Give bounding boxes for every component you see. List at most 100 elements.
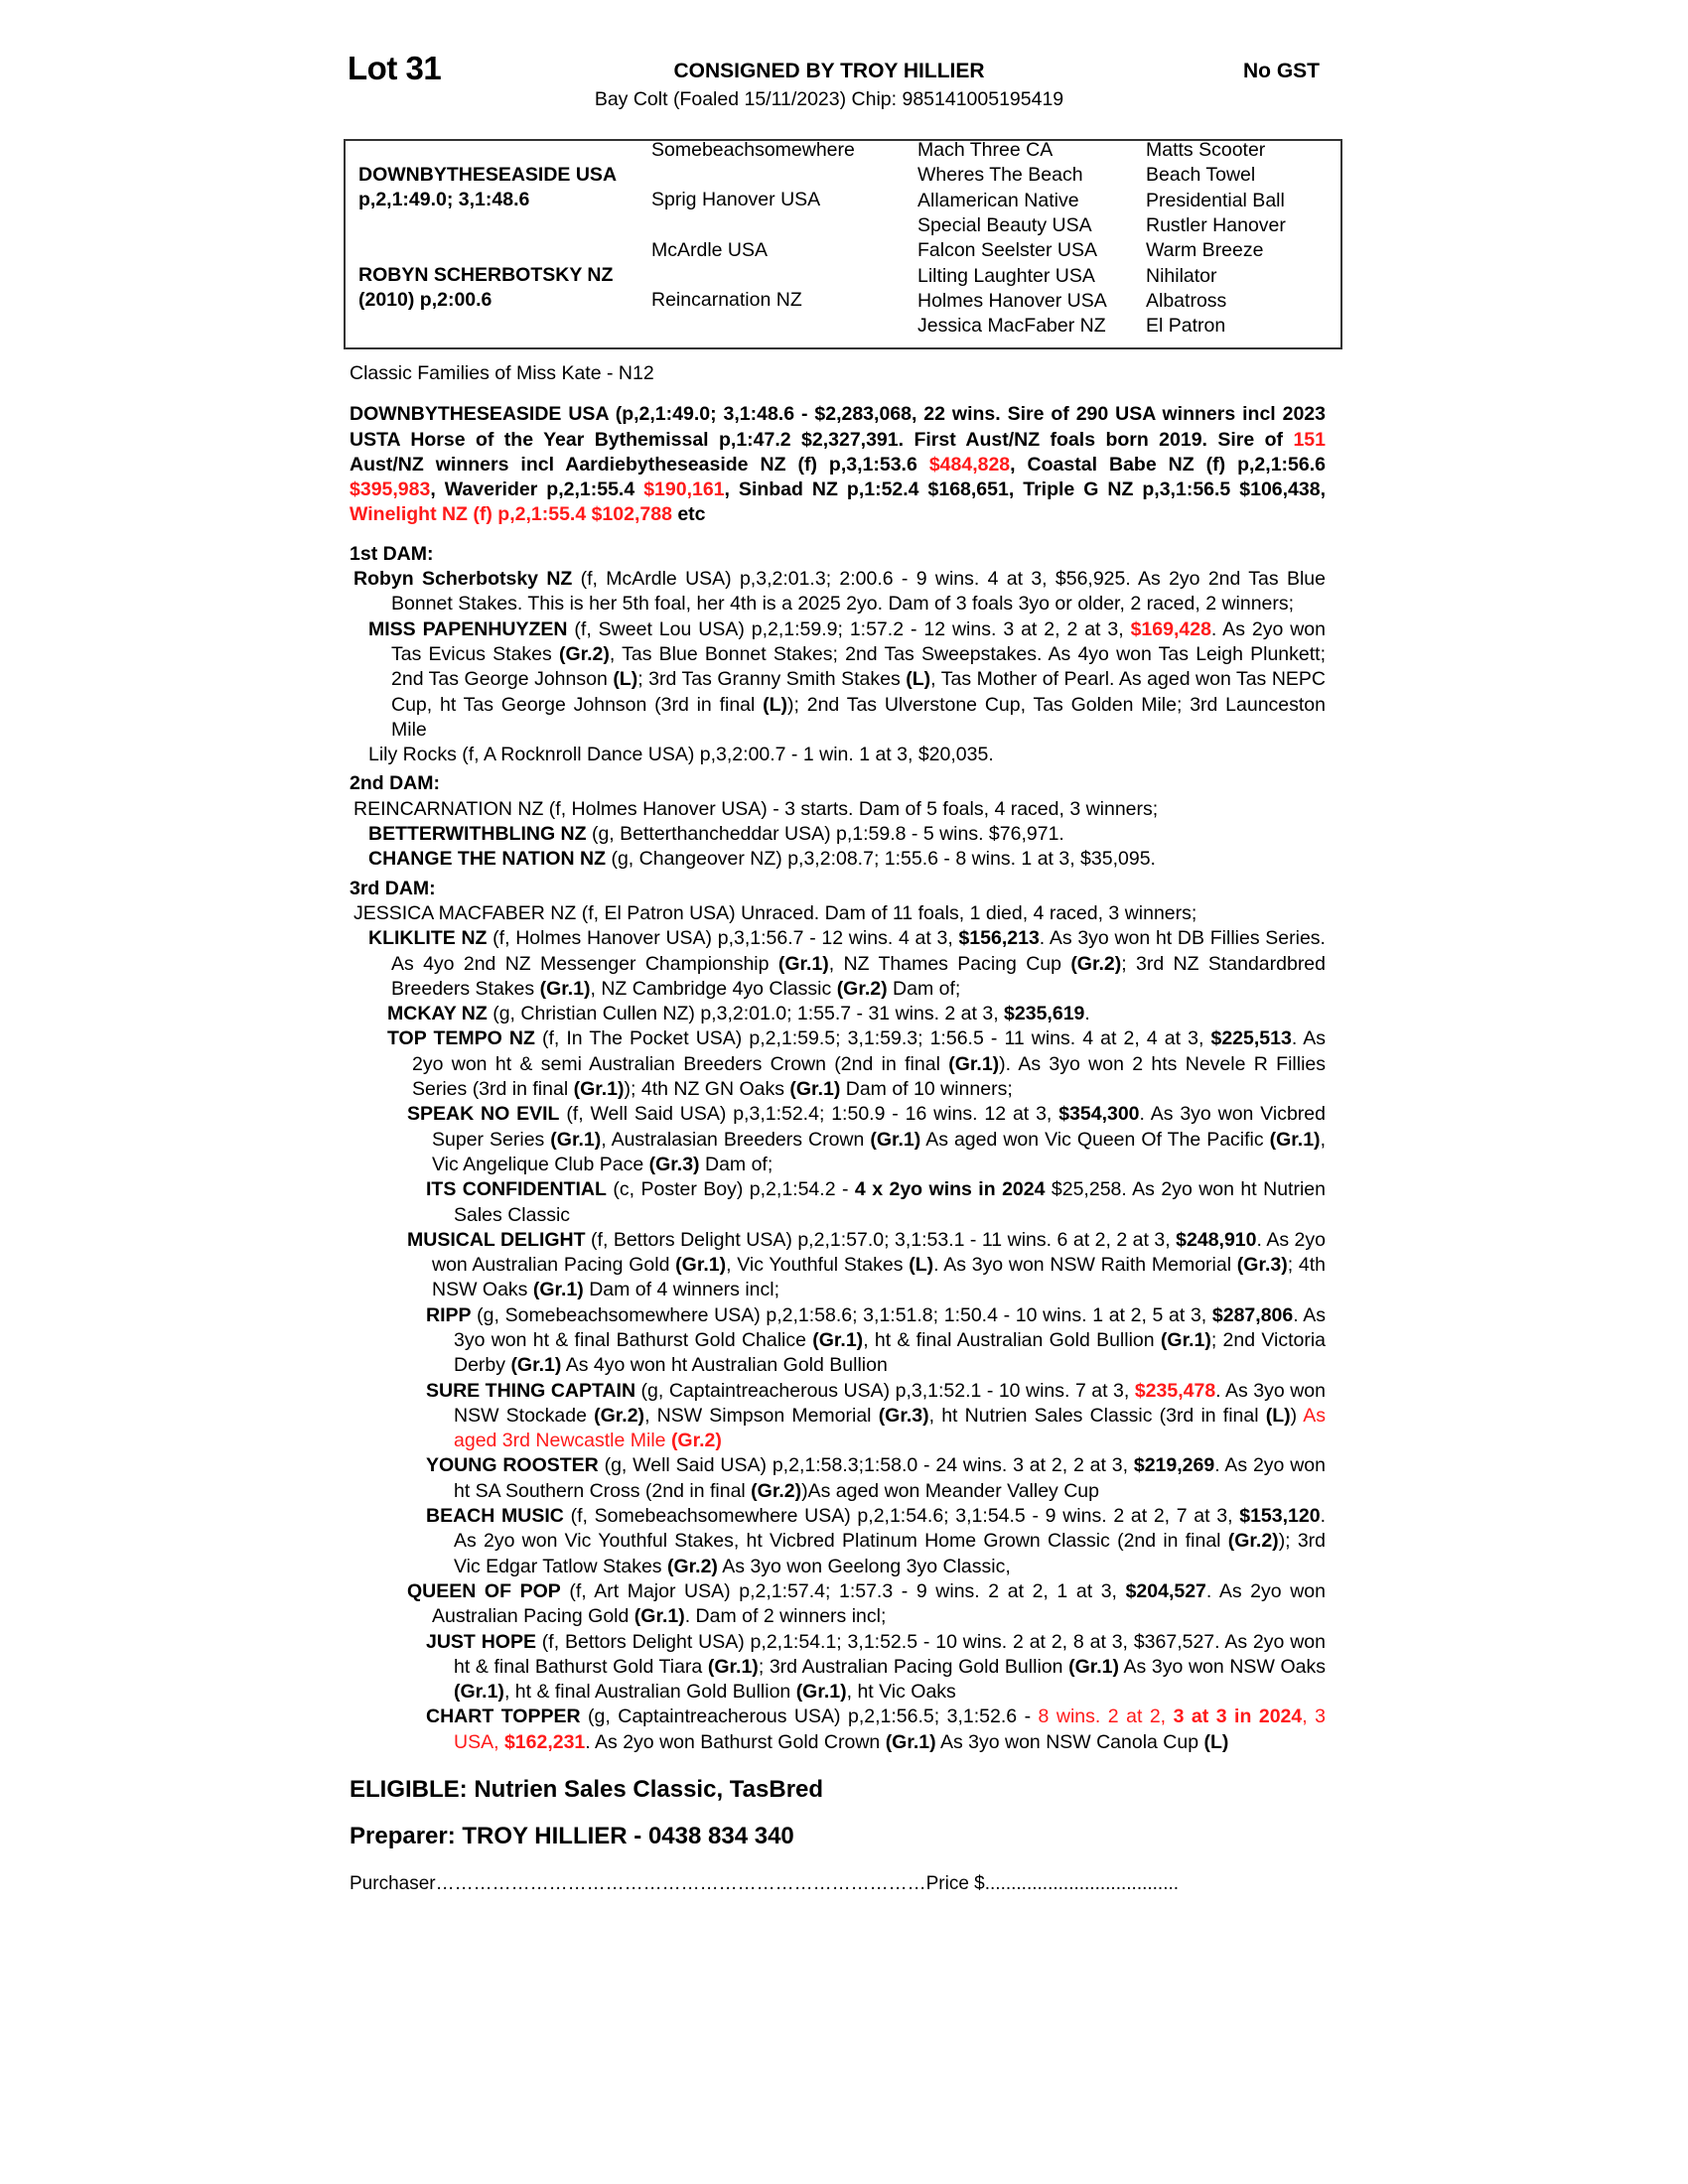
pedigree-gen3-ancestor: Lilting Laughter USA xyxy=(917,264,1095,287)
text-segment: Dam of; xyxy=(699,1153,774,1175)
text-segment: . As 2yo won Australian Pacing Gold xyxy=(432,1579,1326,1628)
pedigree-gen4-ancestor: Rustler Hanover xyxy=(1146,213,1286,236)
text-segment: (f, Art Major USA) p,2,1:57.4; 1:57.3 - … xyxy=(560,1579,1126,1602)
text-segment: . As 3yo won ht DB Fillies Series. As 4y… xyxy=(391,927,1326,975)
bold-text: (Gr.1) xyxy=(1160,1328,1211,1351)
highlight-text: $162,231 xyxy=(503,1730,586,1753)
bold-text: (L) xyxy=(906,668,931,691)
pedigree-table: DOWNBYTHESEASIDE USA p,2,1:49.0; 3,1:48.… xyxy=(344,139,1342,349)
text-segment: (f, Holmes Hanover USA) p,3,1:56.7 - 12 … xyxy=(487,927,959,950)
bold-text: MCKAY NZ xyxy=(387,1003,488,1025)
progeny-entry: SPEAK NO EVIL (f, Well Said USA) p,3,1:5… xyxy=(350,1102,1326,1177)
pedigree-gen3-ancestor: Falcon Seelster USA xyxy=(917,239,1097,262)
text-segment: . As 3yo won Vicbred Super Series xyxy=(432,1103,1326,1151)
bold-text: (Gr.1) xyxy=(948,1052,1000,1075)
bold-text: , Coastal Babe NZ (f) p,2,1:56.6 xyxy=(1010,453,1326,476)
highlight-text: 3 at 3 in 2024 xyxy=(1173,1706,1303,1728)
eligibility: ELIGIBLE: Nutrien Sales Classic, TasBred xyxy=(350,1776,824,1804)
progeny-entry: CHART TOPPER (g, Captaintreacherous USA)… xyxy=(350,1705,1326,1755)
progeny-entry: BEACH MUSIC (f, Somebeachsomewhere USA) … xyxy=(350,1504,1326,1579)
text-segment: (f, In The Pocket USA) p,2,1:59.5; 3,1:5… xyxy=(534,1027,1211,1050)
pedigree-gen3-ancestor: Wheres The Beach xyxy=(917,164,1083,187)
text-segment: . As 2yo won Vic Youthful Stakes, ht Vic… xyxy=(454,1505,1326,1553)
progeny-entry: TOP TEMPO NZ (f, In The Pocket USA) p,2,… xyxy=(350,1026,1326,1102)
progeny-entry: Lily Rocks (f, A Rocknroll Dance USA) p,… xyxy=(350,743,1326,767)
text-segment: ; 2nd Victoria Derby xyxy=(454,1328,1327,1377)
bold-text: (Gr.3) xyxy=(1236,1254,1288,1277)
text-segment: ; 3rd NZ Standardbred Breeders Stakes xyxy=(391,952,1327,1000)
text-segment: . As 3yo won NSW Raith Memorial xyxy=(933,1254,1237,1277)
pedigree-gen3-ancestor: Jessica MacFaber NZ xyxy=(917,315,1106,338)
gst-status: No GST xyxy=(1243,60,1320,82)
consignor: CONSIGNED BY TROY HILLIER xyxy=(673,60,985,82)
text-segment: (f, Bettors Delight USA) p,2,1:54.1; 3,1… xyxy=(454,1630,1326,1678)
text-segment: ; 3rd Tas Granny Smith Stakes xyxy=(637,668,907,691)
text-segment: , Vic Angelique Club Pace xyxy=(432,1128,1326,1175)
text-segment: , NZ Thames Pacing Cup xyxy=(828,952,1071,975)
progeny-entry: RIPP (g, Somebeachsomewhere USA) p,2,1:5… xyxy=(350,1303,1326,1379)
sire-record: p,2,1:49.0; 3,1:48.6 xyxy=(358,189,530,210)
bold-text: , Sinbad NZ p,1:52.4 $168,651, Triple G … xyxy=(724,478,1327,501)
bold-text: (Gr.1) xyxy=(870,1128,921,1151)
dam-record: (2010) p,2:00.6 xyxy=(358,289,492,311)
preparer: Preparer: TROY HILLIER - 0438 834 340 xyxy=(350,1823,794,1850)
text-segment: (g, Changeover NZ) p,3,2:08.7; 1:55.6 - … xyxy=(606,848,1156,871)
text-segment: , Vic Youthful Stakes xyxy=(726,1254,910,1277)
text-segment: REINCARNATION NZ (f, Holmes Hanover USA)… xyxy=(353,797,1159,820)
bold-text: (L) xyxy=(909,1254,934,1277)
progeny-entry: MISS PAPENHUYZEN (f, Sweet Lou USA) p,2,… xyxy=(350,617,1326,743)
bold-text: (Gr.3) xyxy=(648,1153,700,1175)
text-segment: . As 2yo won Bathurst Gold Crown xyxy=(585,1730,886,1753)
text-segment: , NZ Cambridge 4yo Classic xyxy=(590,977,837,1000)
bold-text: (L) xyxy=(763,693,788,716)
bold-text: 4 x 2yo wins in 2024 xyxy=(854,1178,1046,1201)
text-segment: As 3yo won NSW Canola Cup xyxy=(935,1730,1204,1753)
progeny-entry: JUST HOPE (f, Bettors Delight USA) p,2,1… xyxy=(350,1630,1326,1706)
purchaser-price-line: Purchaser……………………………………………………………………Price… xyxy=(350,1872,1180,1894)
text-segment: . xyxy=(1084,1003,1090,1025)
bold-text: MUSICAL DELIGHT xyxy=(407,1228,586,1251)
text-segment: Lily Rocks (f, A Rocknroll Dance USA) p,… xyxy=(368,744,994,766)
bold-text: ITS CONFIDENTIAL xyxy=(426,1178,607,1201)
bold-text: (Gr.1) xyxy=(795,1681,847,1704)
bold-text: $219,269 xyxy=(1133,1454,1215,1477)
highlight-text: $235,478 xyxy=(1134,1379,1216,1402)
bold-text: etc xyxy=(671,503,706,526)
text-segment: ); 2nd Tas Ulverstone Cup, Tas Golden Mi… xyxy=(391,693,1326,741)
bold-text: $287,806 xyxy=(1211,1303,1294,1326)
text-segment: . Dam of 2 winners incl; xyxy=(684,1605,887,1628)
text-segment: . As 2yo won ht SA Southern Cross (2nd i… xyxy=(454,1454,1326,1502)
pedigree-gen3-ancestor: Allamerican Native xyxy=(917,189,1079,211)
granddam-maternal: Reincarnation NZ xyxy=(651,289,802,311)
bold-text: CHART TOPPER xyxy=(426,1706,581,1728)
text-segment: , ht Vic Oaks xyxy=(846,1681,956,1704)
text-segment: (g, Captaintreacherous USA) p,2,1:56.5; … xyxy=(580,1706,1039,1728)
pedigree-gen3-ancestor: Special Beauty USA xyxy=(917,213,1092,236)
dam-entry: JESSICA MACFABER NZ (f, El Patron USA) U… xyxy=(350,901,1326,926)
bold-text: DOWNBYTHESEASIDE USA (p,2,1:49.0; 3,1:48… xyxy=(350,403,1326,451)
text-segment: , ht & final Australian Gold Bullion xyxy=(503,1681,796,1704)
bold-text: (Gr.3) xyxy=(878,1404,929,1427)
catalogue-body: Classic Families of Miss Kate - N12 DOWN… xyxy=(350,361,1326,1896)
bold-text: (Gr.1) xyxy=(532,1279,584,1301)
bold-text: (Gr.1) xyxy=(539,977,591,1000)
text-segment: ; 3rd Australian Pacing Gold Bullion xyxy=(758,1655,1069,1678)
pedigree-gen4-ancestor: El Patron xyxy=(1146,315,1226,338)
text-segment: $25,258. As 2yo won ht Nutrien Sales Cla… xyxy=(454,1178,1326,1226)
bold-text: $204,527 xyxy=(1125,1579,1206,1602)
dam-entry: REINCARNATION NZ (f, Holmes Hanover USA)… xyxy=(350,797,1326,822)
pedigree-gen4-ancestor: Beach Towel xyxy=(1146,164,1256,187)
pedigree-gen4-ancestor: Presidential Ball xyxy=(1146,189,1285,211)
horse-description: Bay Colt (Foaled 15/11/2023) Chip: 98514… xyxy=(594,88,1064,110)
bold-text: (Gr.1) xyxy=(1269,1128,1321,1151)
text-segment: ). As 3yo won 2 hts Nevele R Fillies Ser… xyxy=(412,1052,1326,1101)
text-segment: Dam of; xyxy=(887,977,961,1000)
bold-text: (Gr.2) xyxy=(666,1555,718,1577)
text-segment: (f, McArdle USA) p,3,2:01.3; 2:00.6 - 9 … xyxy=(391,568,1326,615)
progeny-entry: SURE THING CAPTAIN (g, Captaintreacherou… xyxy=(350,1379,1326,1454)
dam-entry: Robyn Scherbotsky NZ (f, McArdle USA) p,… xyxy=(350,567,1326,617)
text-segment: Dam of 4 winners incl; xyxy=(583,1279,780,1301)
text-segment: , ht Nutrien Sales Classic (3rd in final xyxy=(928,1404,1266,1427)
bold-text: SPEAK NO EVIL xyxy=(407,1103,560,1126)
highlight-text: 151 xyxy=(1293,428,1326,451)
